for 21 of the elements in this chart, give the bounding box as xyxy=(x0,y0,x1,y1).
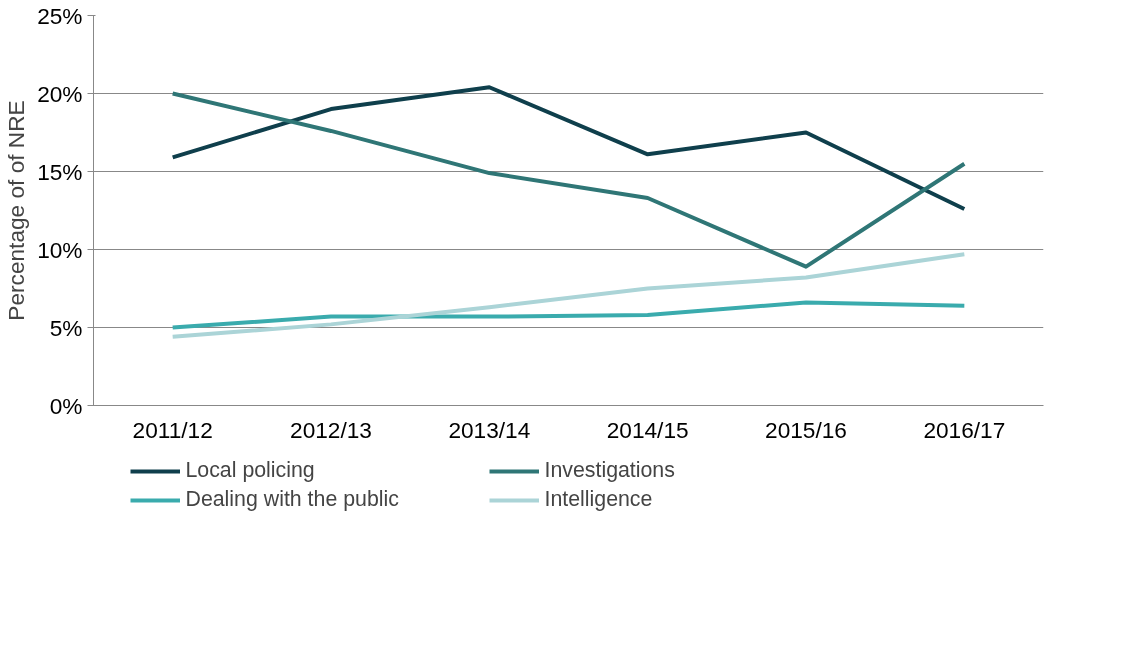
line-series xyxy=(170,91,967,269)
y-axis-title: Percentage of of NRE xyxy=(3,100,30,321)
x-tick-label: 2014/15 xyxy=(606,416,689,443)
line-series xyxy=(170,85,967,211)
legend-label: Investigations xyxy=(544,458,676,483)
line-series xyxy=(170,300,967,330)
line-series xyxy=(170,252,967,339)
y-tick-label: 0% xyxy=(49,392,83,419)
y-tick-label: 15% xyxy=(37,158,83,185)
y-tick-label: 20% xyxy=(37,80,83,107)
x-tick-label: 2012/13 xyxy=(290,416,372,443)
y-tick-label: 10% xyxy=(37,236,83,263)
legend-label: Intelligence xyxy=(544,487,654,512)
x-tick-label: 2013/14 xyxy=(448,416,531,443)
y-tick-label: 5% xyxy=(49,314,83,341)
y-tick-label: 25% xyxy=(37,2,83,29)
legend-label: Local policing xyxy=(185,458,316,483)
x-tick-label: 2015/16 xyxy=(765,416,847,443)
legend-label: Dealing with the public xyxy=(185,487,400,512)
x-tick-label: 2016/17 xyxy=(923,416,1006,443)
x-tick-label: 2011/12 xyxy=(132,416,213,443)
